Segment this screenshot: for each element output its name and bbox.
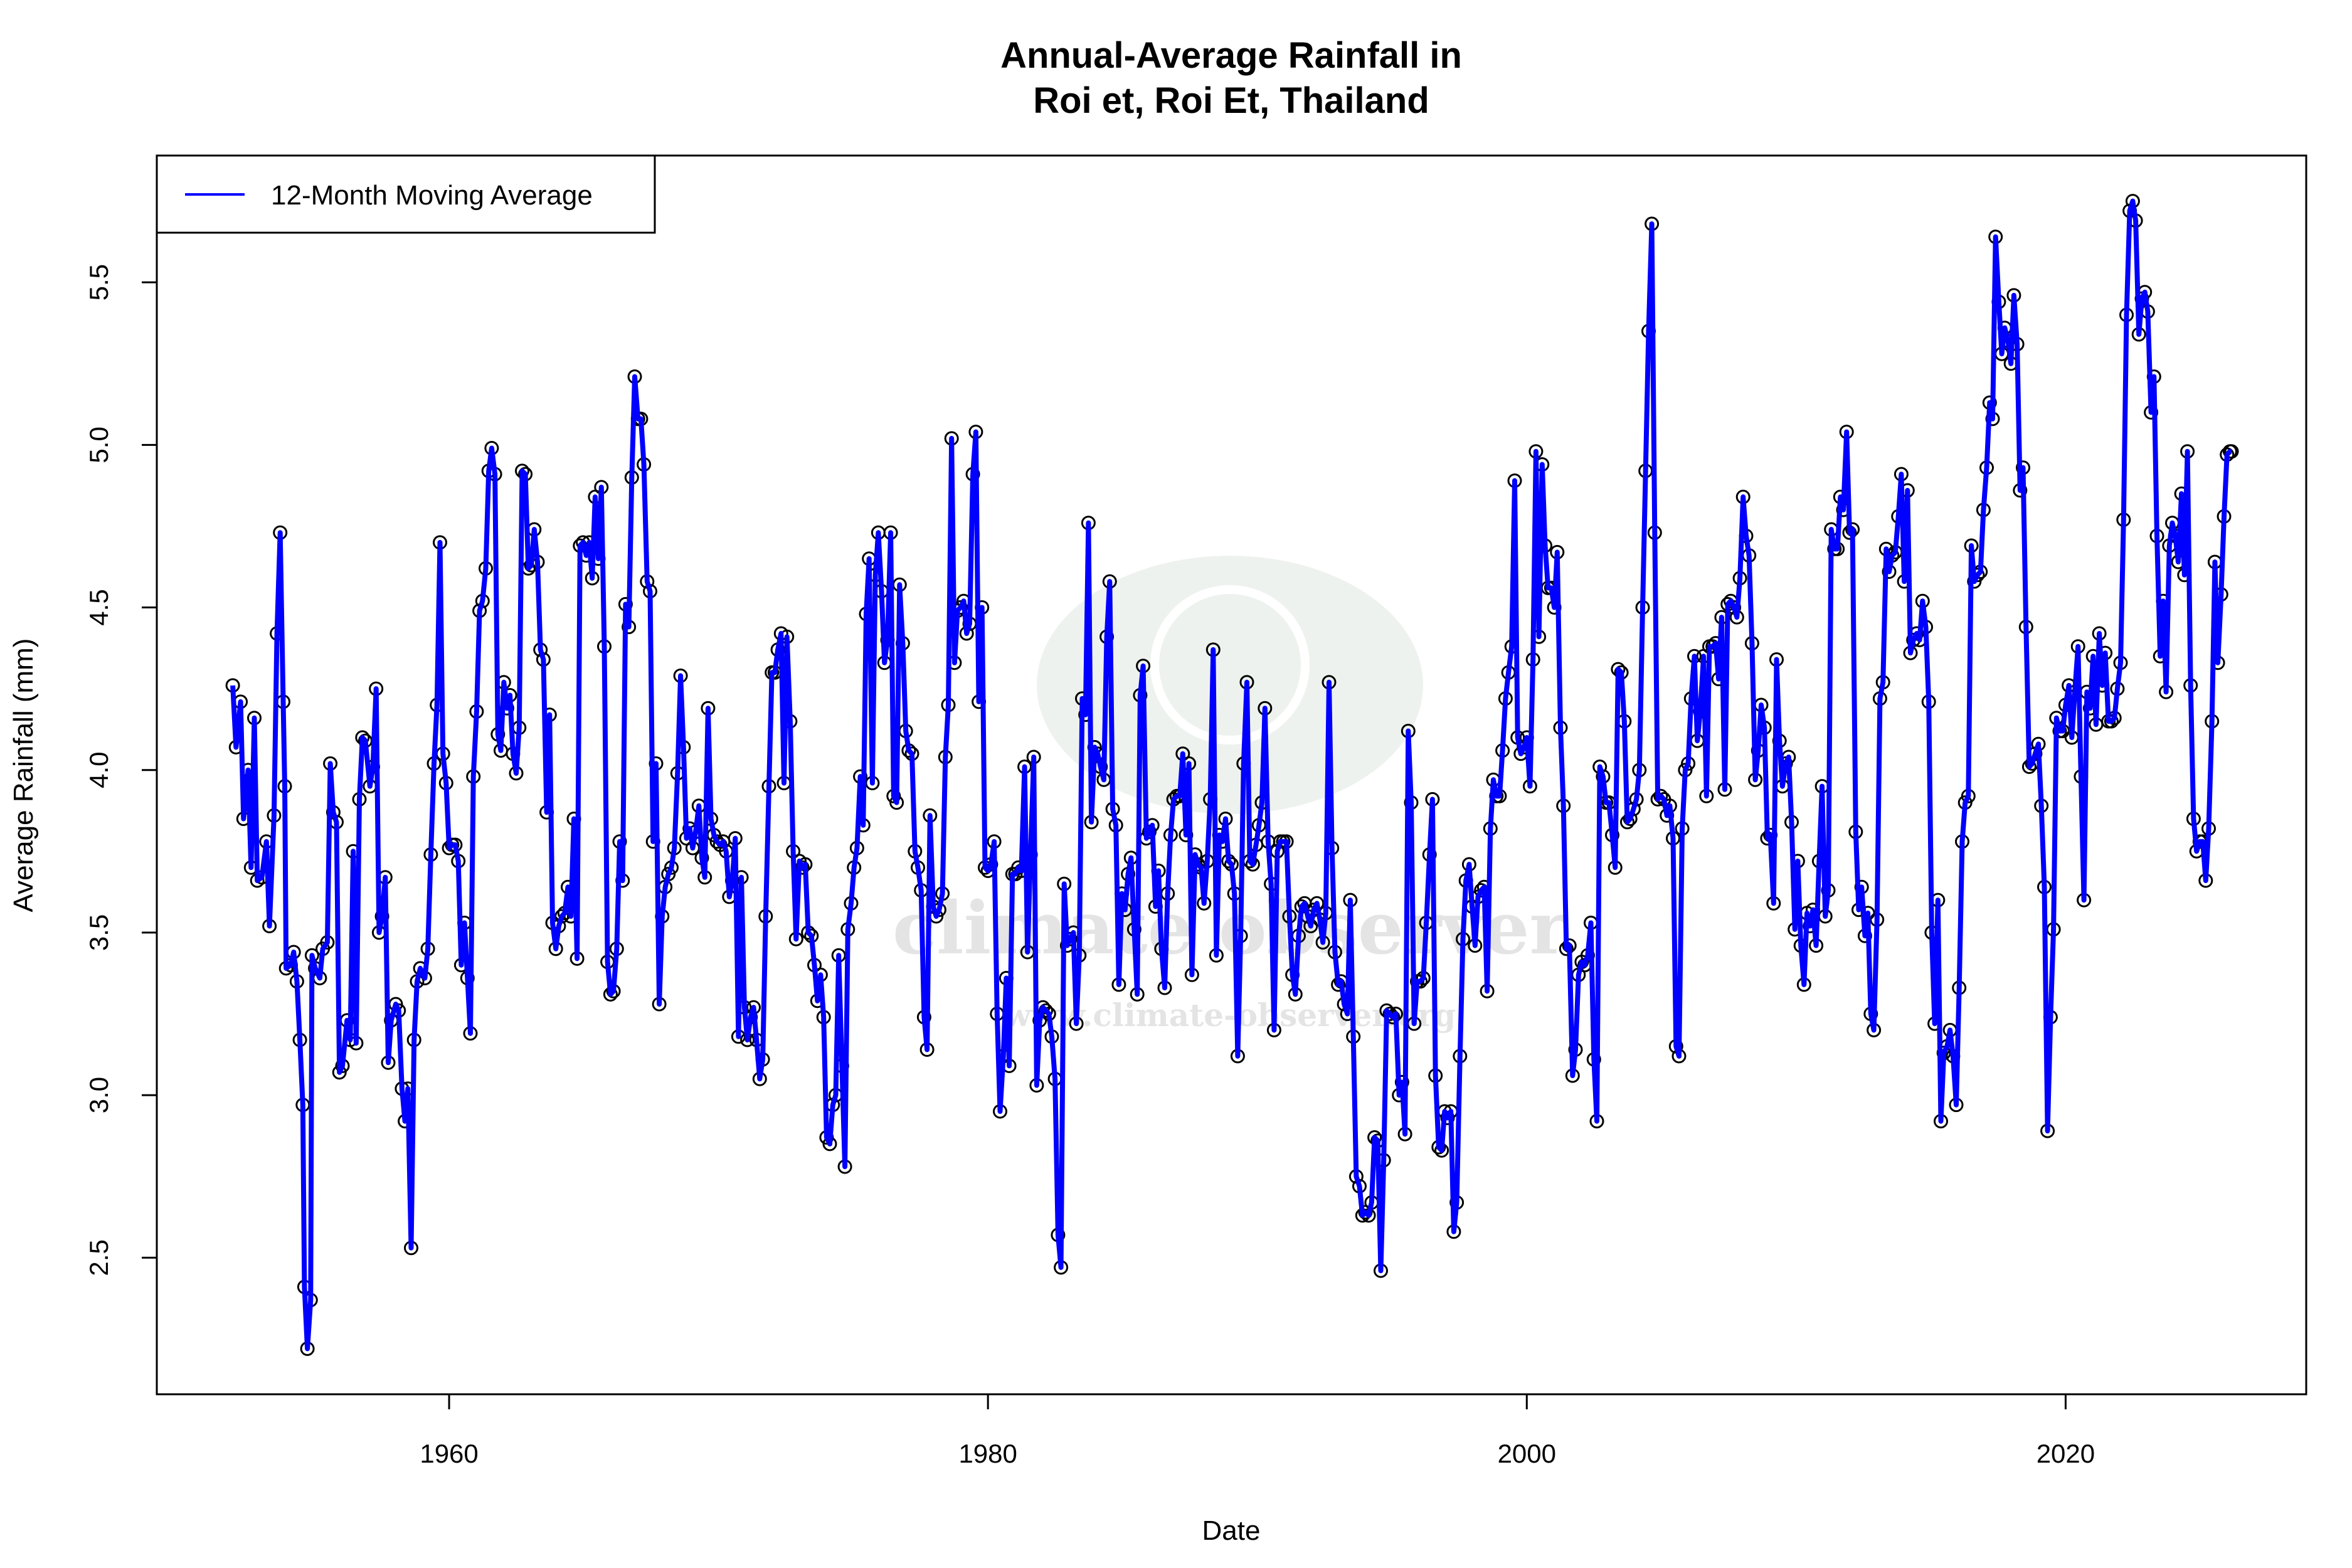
legend: 12-Month Moving Average: [156, 154, 656, 234]
y-tick-label: 3.0: [84, 1077, 114, 1113]
watermark-name: climate observer: [893, 886, 1569, 971]
x-tick-label: 2000: [1498, 1439, 1556, 1468]
series-layer: [225, 194, 2239, 1356]
data-point-marker: [1142, 824, 1157, 839]
y-tick-label: 4.0: [84, 752, 114, 788]
chart-title: Annual-Average Rainfall in: [1000, 35, 1462, 76]
x-axis: 1960 1980 2000 2020: [420, 1393, 2095, 1468]
y-tick-label: 3.5: [84, 914, 114, 951]
y-tick-label: 5.5: [84, 264, 114, 300]
x-axis-label: Date: [1202, 1515, 1261, 1546]
series-line: [230, 198, 2233, 1352]
y-tick-label: 4.5: [84, 589, 114, 625]
legend-entry: 12-Month Moving Average: [271, 180, 593, 211]
data-point-marker: [1653, 788, 1668, 803]
data-point-marker: [2224, 444, 2239, 459]
y-axis: 2.5 3.0 3.5 4.0 4.5 5.0 5.5: [84, 264, 158, 1276]
x-tick-label: 1960: [420, 1439, 478, 1468]
y-axis-label: Average Rainfall (mm): [8, 638, 39, 913]
chart-subtitle: Roi et, Roi Et, Thailand: [1033, 80, 1429, 121]
y-tick-label: 2.5: [84, 1239, 114, 1276]
watermark-globe-icon: [1150, 585, 1310, 744]
series-0: [225, 194, 2239, 1356]
x-tick-label: 1980: [958, 1439, 1017, 1468]
x-tick-label: 2020: [2037, 1439, 2095, 1468]
y-tick-label: 5.0: [84, 426, 114, 463]
watermark: climate observer www.climate-observer.or…: [893, 556, 1569, 1034]
data-point-marker: [2104, 714, 2119, 729]
